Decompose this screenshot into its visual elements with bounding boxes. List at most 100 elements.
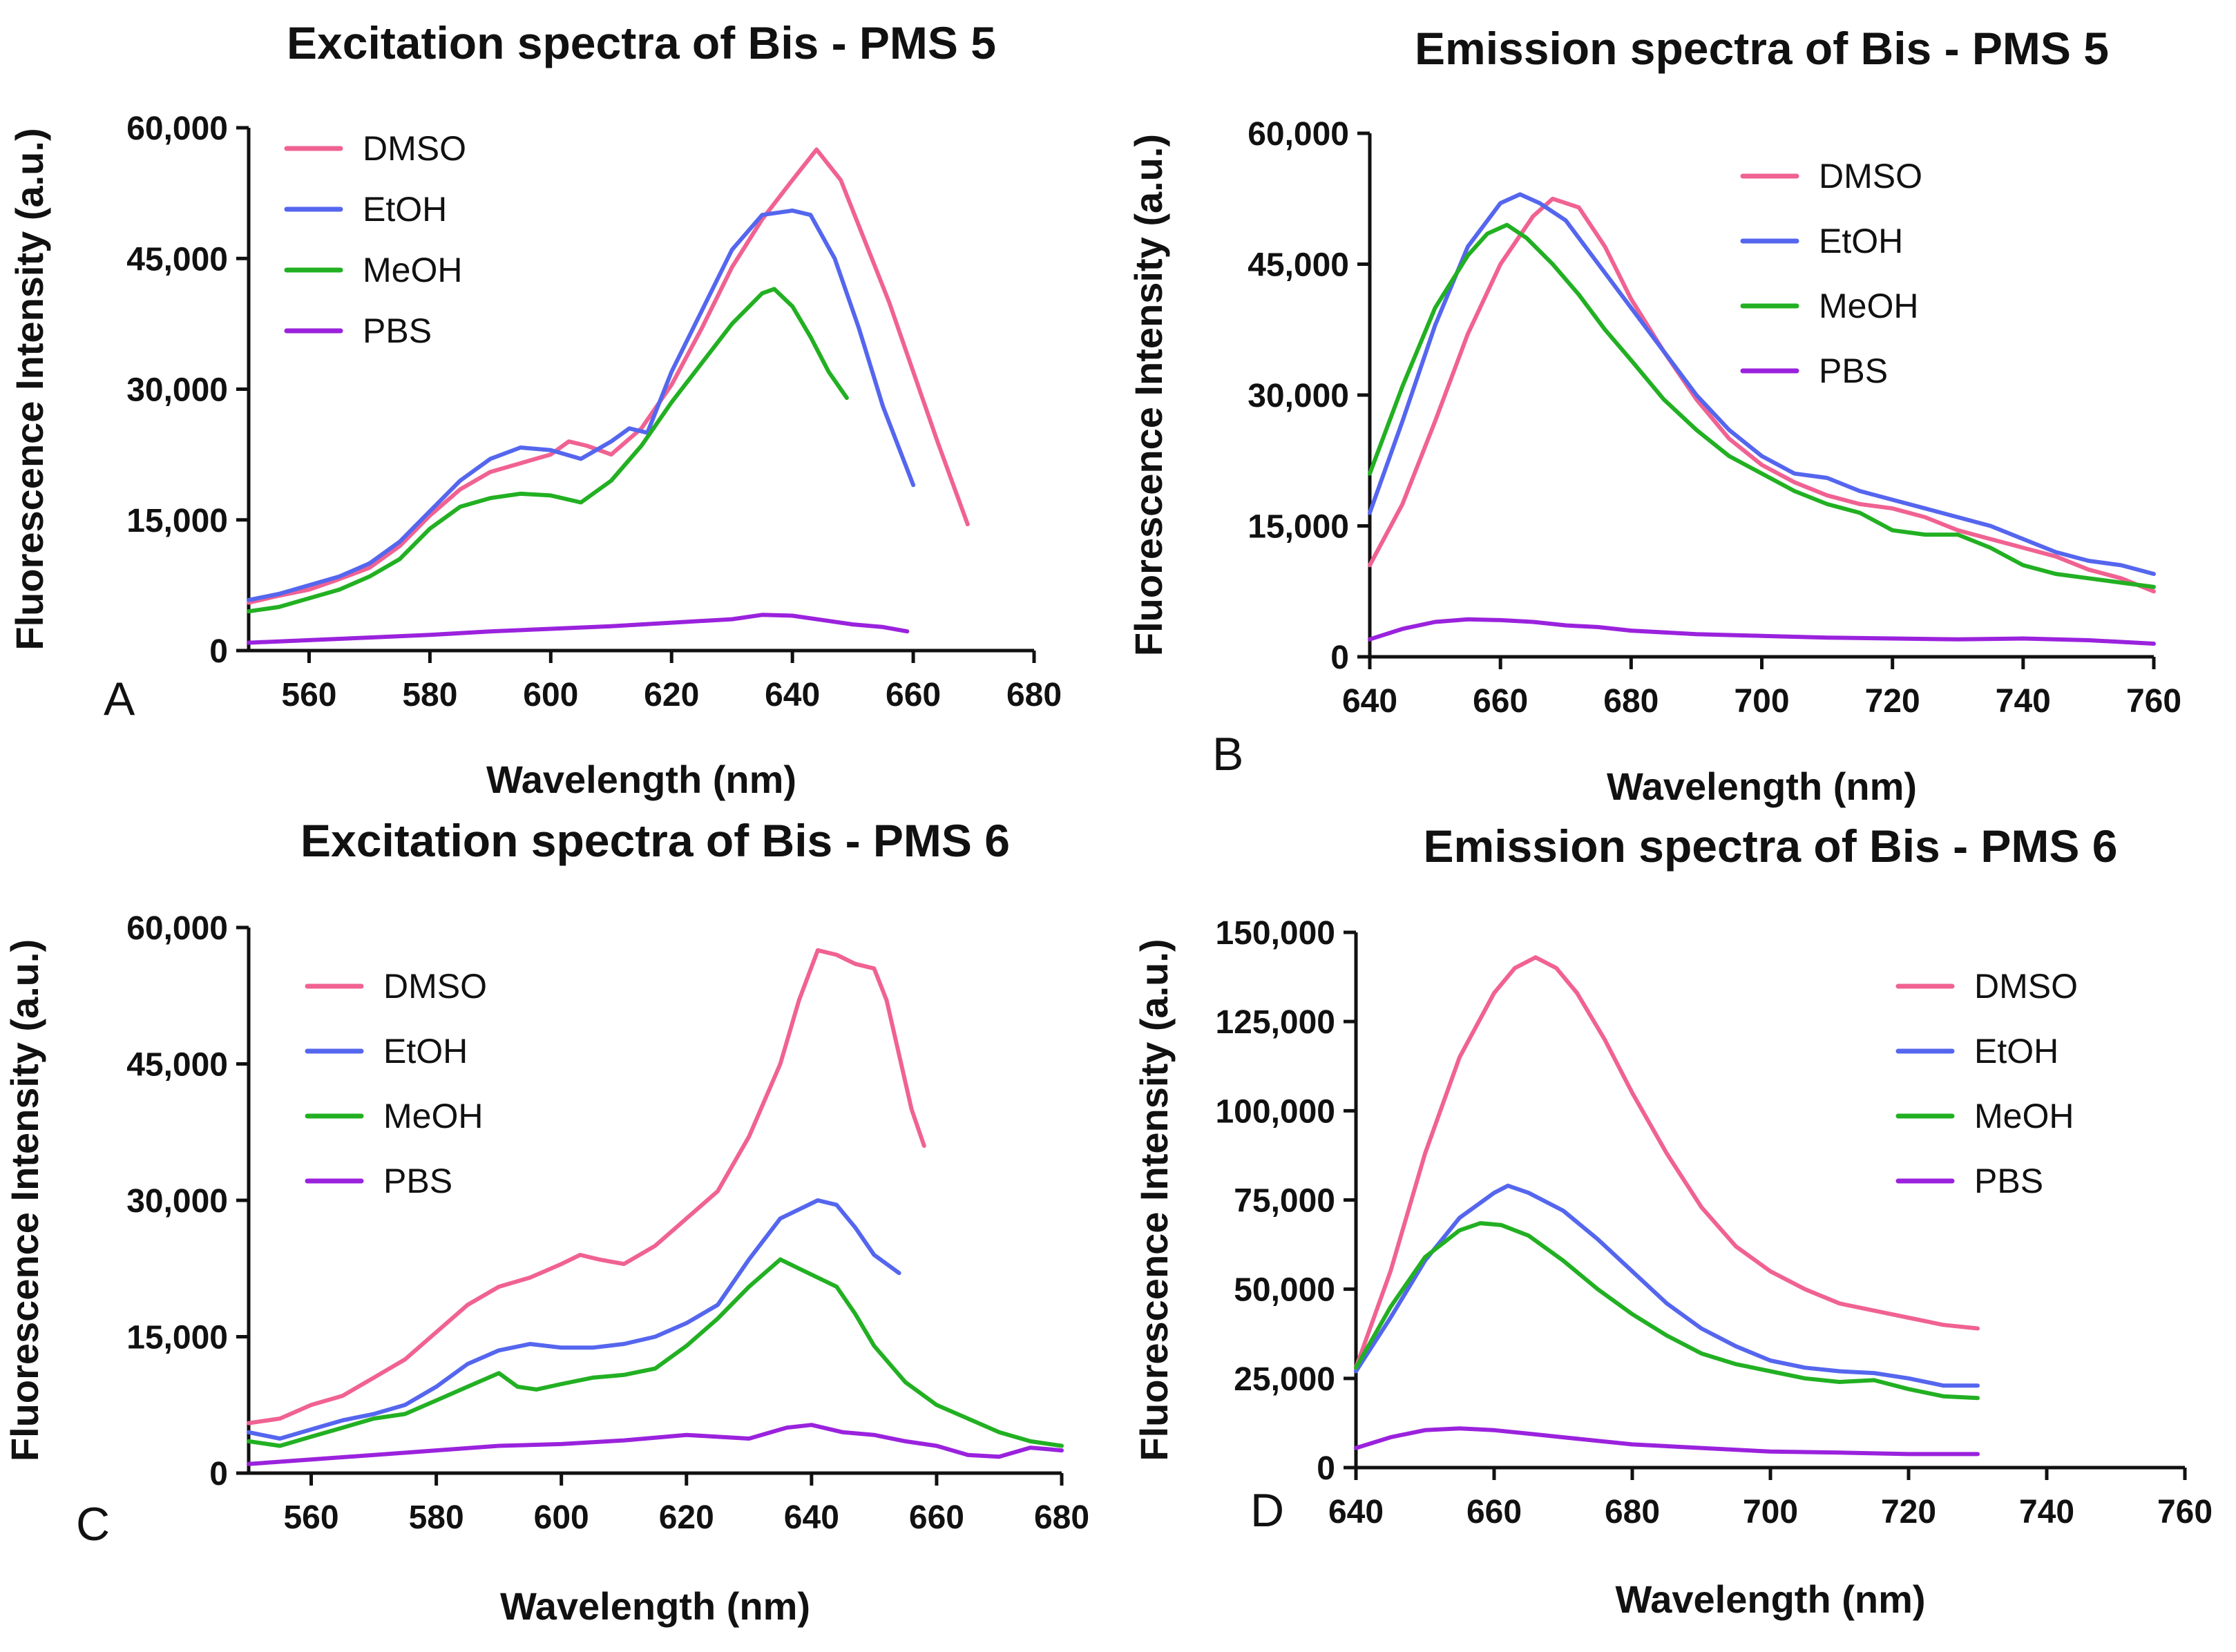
x-tick-label: 660: [1466, 1494, 1522, 1530]
y-axis-label: Fluorescence Intensity (a.u.): [8, 128, 51, 650]
x-tick-label: 720: [1881, 1494, 1936, 1530]
x-tick-label: 600: [523, 677, 578, 713]
y-tick-label: 75,000: [1234, 1183, 1335, 1220]
series-line-meoh: [247, 1257, 1064, 1448]
x-tick-label: 620: [644, 677, 699, 713]
chart-title: Excitation spectra of Bis - PMS 6: [300, 815, 1010, 866]
x-tick-label: 720: [1865, 683, 1920, 720]
x-tick-label: 640: [1328, 1494, 1384, 1530]
panel-label: B: [1212, 728, 1243, 780]
y-tick-label: 0: [209, 633, 228, 670]
x-tick-label: 600: [534, 1499, 589, 1536]
x-tick-label: 760: [2157, 1494, 2213, 1530]
y-tick-label: 15,000: [126, 1320, 228, 1356]
y-tick-label: 150,000: [1215, 915, 1335, 952]
legend-label-meoh: MeOH: [363, 251, 462, 289]
x-tick-label: 680: [1034, 1499, 1089, 1536]
panel-label: C: [76, 1498, 110, 1550]
y-tick-label: 30,000: [1248, 378, 1349, 414]
y-axis-label: Fluorescence Intensity (a.u.): [1132, 939, 1176, 1461]
legend-label-dmso: DMSO: [363, 129, 466, 168]
y-tick-label: 100,000: [1215, 1093, 1335, 1130]
legend-label-etoh: EtOH: [383, 1032, 468, 1070]
y-tick-label: 15,000: [1248, 509, 1349, 546]
x-tick-label: 660: [909, 1499, 964, 1536]
chart-title: Emission spectra of Bis - PMS 5: [1415, 23, 2109, 74]
x-tick-label: 640: [1342, 683, 1397, 720]
y-tick-label: 50,000: [1234, 1272, 1335, 1309]
y-tick-label: 0: [209, 1456, 228, 1492]
y-tick-label: 0: [1330, 640, 1349, 676]
y-tick-label: 0: [1317, 1450, 1335, 1487]
legend-label-etoh: EtOH: [363, 190, 447, 229]
y-tick-label: 45,000: [1248, 247, 1349, 284]
series-line-meoh: [247, 287, 849, 614]
y-tick-label: 60,000: [126, 910, 228, 947]
x-tick-label: 740: [2019, 1494, 2074, 1530]
series-line-pbs: [1354, 1426, 1980, 1457]
chart-title: Emission spectra of Bis - PMS 6: [1424, 820, 2118, 872]
legend-label-pbs: PBS: [1974, 1162, 2043, 1200]
y-tick-label: 45,000: [126, 1047, 228, 1084]
x-tick-label: 620: [659, 1499, 714, 1536]
x-axis-label: Wavelength (nm): [1607, 765, 1917, 808]
legend-label-dmso: DMSO: [1974, 967, 2078, 1006]
series-line-meoh: [1368, 222, 2156, 589]
x-tick-label: 700: [1734, 683, 1789, 720]
chart-panel-a: Excitation spectra of Bis - PMS 5 560 580 6…: [8, 17, 1062, 801]
series-line-etoh: [1354, 1183, 1980, 1388]
chart-panel-b: Emission spectra of Bis - PMS 5 640 660 680…: [1127, 23, 2181, 808]
chart-panel-d: Emission spectra of Bis - PMS 6 640 660 680…: [1132, 820, 2213, 1621]
legend-label-etoh: EtOH: [1974, 1032, 2058, 1070]
legend-label-etoh: EtOH: [1819, 222, 1903, 260]
legend: DMSO EtOH MeOH PBS: [284, 129, 466, 350]
x-tick-label: 640: [784, 1499, 839, 1536]
series-line-dmso: [1354, 955, 1980, 1370]
x-tick-label: 580: [402, 677, 457, 713]
x-tick-label: 640: [765, 677, 820, 713]
y-tick-label: 60,000: [126, 111, 228, 147]
panel-label: A: [104, 673, 135, 725]
legend-label-dmso: DMSO: [1819, 157, 1922, 195]
legend: DMSO EtOH MeOH PBS: [305, 967, 487, 1200]
y-tick-label: 125,000: [1215, 1004, 1335, 1041]
y-tick-label: 45,000: [126, 241, 228, 278]
legend-label-meoh: MeOH: [383, 1097, 483, 1135]
legend-label-pbs: PBS: [363, 311, 432, 350]
series-line-pbs: [247, 613, 910, 645]
x-axis-label: Wavelength (nm): [486, 758, 796, 801]
x-tick-label: 660: [886, 677, 941, 713]
y-tick-label: 25,000: [1234, 1361, 1335, 1398]
chart-title: Excitation spectra of Bis - PMS 5: [287, 17, 996, 68]
y-tick-label: 15,000: [126, 503, 228, 539]
y-tick-label: 60,000: [1248, 116, 1349, 153]
series-line-pbs: [1368, 617, 2156, 646]
series-line-etoh: [1368, 192, 2156, 576]
x-tick-label: 580: [409, 1499, 464, 1536]
x-axis-label: Wavelength (nm): [500, 1584, 810, 1628]
x-tick-label: 760: [2126, 683, 2181, 720]
series-line-etoh: [247, 208, 916, 602]
series-line-meoh: [1354, 1221, 1980, 1401]
y-tick-label: 30,000: [126, 372, 228, 409]
x-tick-label: 680: [1006, 677, 1062, 713]
x-tick-label: 560: [283, 1499, 338, 1536]
y-tick-label: 30,000: [126, 1183, 228, 1220]
x-tick-label: 680: [1605, 1494, 1660, 1530]
legend-label-dmso: DMSO: [383, 967, 487, 1006]
x-tick-label: 680: [1603, 683, 1659, 720]
x-axis-label: Wavelength (nm): [1615, 1577, 1925, 1621]
series-line-dmso: [1368, 196, 2156, 594]
series-line-dmso: [247, 948, 926, 1425]
series-line-etoh: [247, 1198, 901, 1441]
legend-label-meoh: MeOH: [1819, 287, 1918, 325]
x-tick-label: 660: [1473, 683, 1528, 720]
series-line-pbs: [247, 1423, 1064, 1466]
legend-label-pbs: PBS: [1819, 352, 1888, 390]
y-axis-label: Fluorescence Intensity (a.u.): [1127, 134, 1170, 656]
y-axis-label: Fluorescence Intensity (a.u.): [3, 939, 46, 1461]
x-tick-label: 560: [281, 677, 336, 713]
legend: DMSO EtOH MeOH PBS: [1895, 967, 2078, 1200]
panel-label: D: [1250, 1484, 1284, 1537]
